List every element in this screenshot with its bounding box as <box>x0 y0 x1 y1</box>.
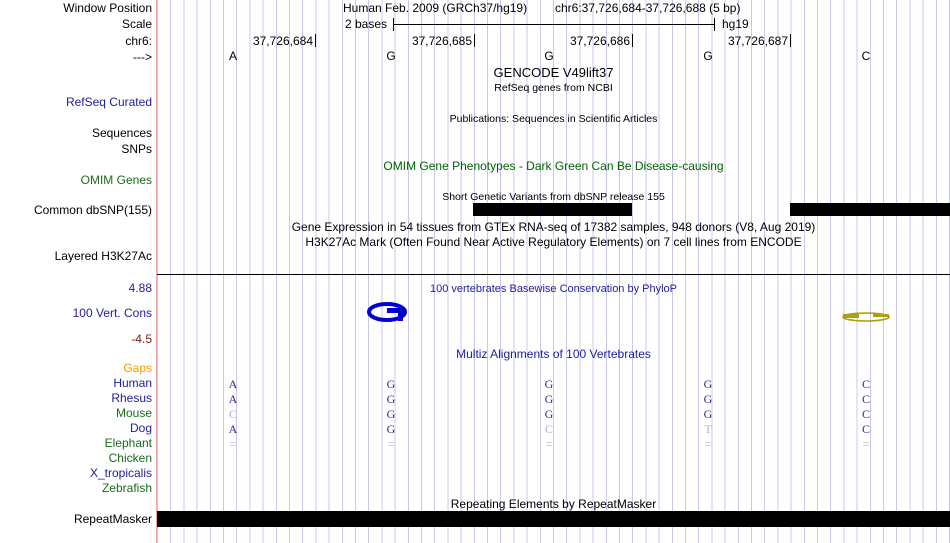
ruler-strand-label[interactable]: ---> <box>133 50 152 64</box>
aln-mouse-col1: G <box>386 407 396 421</box>
aln-human-col4: C <box>861 377 870 391</box>
ruler-coord-2: 37,726,686 <box>569 34 630 48</box>
assembly-db-label: hg19 <box>722 17 749 31</box>
window-position-assembly: Human Feb. 2009 (GRCh37/hg19) <box>343 1 528 15</box>
track-title-h3k27ac: H3K27Ac Mark (Often Found Near Active Re… <box>305 235 802 249</box>
aln-human-col0: A <box>228 377 238 391</box>
track-title-multiz: Multiz Alignments of 100 Vertebrates <box>456 347 651 361</box>
multiz-label-gaps[interactable]: Gaps <box>123 361 152 375</box>
aln-dog-col1: G <box>386 422 396 436</box>
window-position-coordinates: chr6:37,726,684-37,726,688 (5 bp) <box>555 1 741 15</box>
aln-mouse-col4: C <box>861 407 870 421</box>
track-label-window-position[interactable]: Window Position <box>63 1 152 15</box>
track-title-repeatmasker: Repeating Elements by RepeatMasker <box>450 497 657 511</box>
aln-elephant-col3: = <box>704 437 712 451</box>
label-column-divider <box>156 0 157 543</box>
repeatmasker-feature-bar[interactable] <box>157 511 950 527</box>
aln-mouse-col0: C <box>228 407 237 421</box>
aln-elephant-col2: = <box>545 437 553 451</box>
species-label-elephant[interactable]: Elephant <box>104 436 152 450</box>
aln-dog-col4: C <box>861 422 870 436</box>
scale-bar-cap-left <box>393 18 394 31</box>
aln-rhesus-col4: C <box>861 392 870 406</box>
scale-bar-rule <box>393 24 715 25</box>
track-title-refseq-ncbi: RefSeq genes from NCBI <box>494 82 613 94</box>
species-label-zebrafish[interactable]: Zebrafish <box>101 481 152 495</box>
species-label-human[interactable]: Human <box>113 376 152 390</box>
phylop-conservation-glyph-blue[interactable] <box>367 299 411 327</box>
track-title-gencode: GENCODE V49lift37 <box>493 65 614 80</box>
aln-dog-col3: T <box>704 422 712 436</box>
ruler-base-3: G <box>703 49 713 63</box>
track-data-area: Human Feb. 2009 (GRCh37/hg19) chr6:37,72… <box>157 0 950 543</box>
aln-rhesus-col1: G <box>386 392 396 406</box>
ruler-tick-2 <box>632 34 633 47</box>
aln-elephant-col1: = <box>387 437 395 451</box>
ruler-base-0: A <box>228 49 237 63</box>
track-title-gtex: Gene Expression in 54 tissues from GTEx … <box>291 220 816 234</box>
aln-human-col1: G <box>386 377 396 391</box>
track-label-snps[interactable]: SNPs <box>121 142 152 156</box>
species-label-chicken[interactable]: Chicken <box>108 451 152 465</box>
aln-mouse-col2: G <box>544 407 554 421</box>
conservation-max-value: 4.88 <box>128 281 152 295</box>
h3k27ac-baseline <box>157 274 950 275</box>
species-label-x-tropicalis[interactable]: X_tropicalis <box>89 466 152 480</box>
ruler-coord-3: 37,726,687 <box>727 34 788 48</box>
track-label-column: Window Position Scale chr6: ---> RefSeq … <box>0 0 157 543</box>
ruler-tick-0 <box>315 34 316 47</box>
ruler-tick-3 <box>790 34 791 47</box>
track-label-repeatmasker[interactable]: RepeatMasker <box>73 512 152 526</box>
aln-dog-col2: C <box>544 422 553 436</box>
aln-human-col2: G <box>544 377 554 391</box>
track-label-layered-h3k27ac[interactable]: Layered H3K27Ac <box>54 249 152 263</box>
ruler-coord-0: 37,726,684 <box>252 34 313 48</box>
dbsnp-feature-bar-1[interactable] <box>473 203 632 216</box>
species-label-dog[interactable]: Dog <box>129 421 152 435</box>
scale-bar-cap-right <box>714 18 715 31</box>
aln-elephant-col4: = <box>862 437 870 451</box>
phylop-conservation-glyph-olive[interactable] <box>841 308 891 326</box>
aln-mouse-col3: G <box>703 407 713 421</box>
track-title-omim: OMIM Gene Phenotypes - Dark Green Can Be… <box>383 159 724 173</box>
track-label-omim-genes[interactable]: OMIM Genes <box>80 173 152 187</box>
ruler-tick-1 <box>474 34 475 47</box>
track-title-dbsnp: Short Genetic Variants from dbSNP releas… <box>442 191 665 203</box>
track-label-scale[interactable]: Scale <box>121 17 152 31</box>
track-label-sequences[interactable]: Sequences <box>91 126 152 140</box>
ruler-chrom-label: chr6: <box>125 34 152 48</box>
dbsnp-feature-bar-2[interactable] <box>790 203 950 216</box>
species-label-rhesus[interactable]: Rhesus <box>111 391 152 405</box>
aln-dog-col0: A <box>228 422 238 436</box>
track-title-publications: Publications: Sequences in Scientific Ar… <box>449 113 658 125</box>
ruler-base-4: C <box>861 49 871 63</box>
scale-bar-label: 2 bases <box>345 17 388 31</box>
track-title-phylop: 100 vertebrates Basewise Conservation by… <box>429 283 678 295</box>
aln-human-col3: G <box>703 377 713 391</box>
ruler-base-2: G <box>544 49 554 63</box>
track-label-refseq-curated[interactable]: RefSeq Curated <box>65 95 152 109</box>
aln-rhesus-col2: G <box>544 392 554 406</box>
aln-elephant-col0: = <box>229 437 237 451</box>
aln-rhesus-col0: A <box>228 392 238 406</box>
track-label-common-dbsnp[interactable]: Common dbSNP(155) <box>33 203 152 217</box>
aln-rhesus-col3: G <box>703 392 713 406</box>
ruler-coord-1: 37,726,685 <box>411 34 472 48</box>
ruler-base-1: G <box>386 49 396 63</box>
conservation-min-value: -4.5 <box>131 332 152 346</box>
track-label-100-vert-cons[interactable]: 100 Vert. Cons <box>72 306 152 320</box>
species-label-mouse[interactable]: Mouse <box>115 406 152 420</box>
